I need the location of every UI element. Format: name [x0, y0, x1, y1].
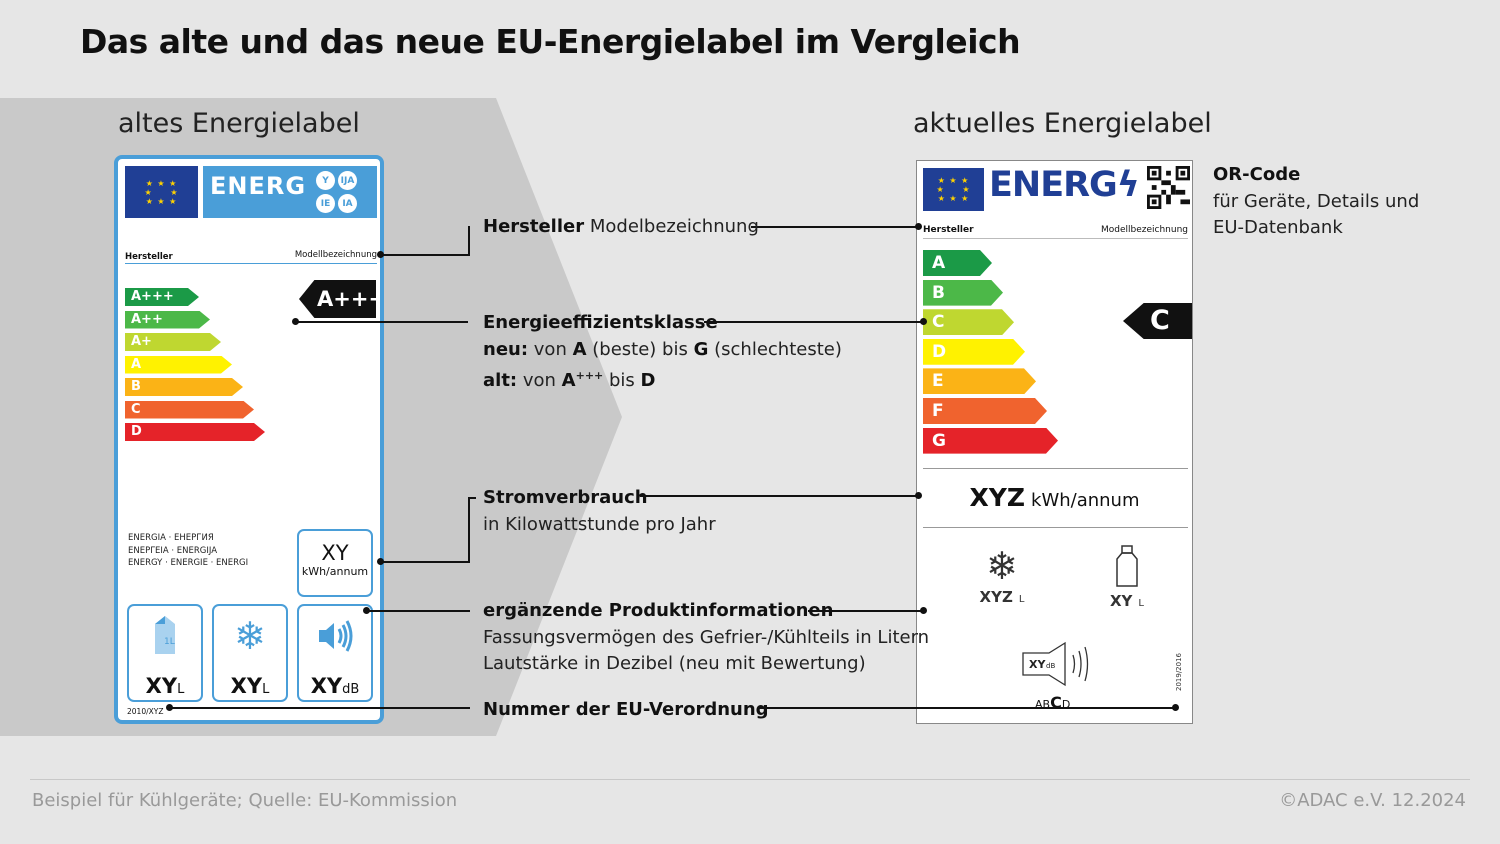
eu-flag-icon: ★ ★ ★ ★ ★ ★ ★ ★: [125, 166, 198, 218]
page-title: Das alte und das neue EU-Energielabel im…: [80, 22, 1021, 61]
old-noise-unit: dB: [342, 682, 360, 697]
product-callout: ergänzende Produktinformationen Fassungs…: [483, 598, 929, 678]
new-freezer-info: ❄ XYZ L: [967, 544, 1037, 606]
snowflake-icon: ❄: [986, 544, 1018, 588]
old-regulation-number: 2010/XYZ: [127, 707, 164, 716]
old-fridge-unit: L: [177, 682, 185, 697]
old-fridge-value: XY: [145, 674, 178, 698]
source-note: Beispiel für Kühlgeräte; Quelle: EU-Komm…: [32, 790, 458, 811]
consumption-callout-text: in Kilowattstunde pro Jahr: [483, 513, 716, 535]
divider: [923, 468, 1188, 469]
product-callout-line: Fassungsvermögen des Gefrier-/Kühlteils …: [483, 626, 930, 648]
lang-badge: IJA: [338, 171, 357, 190]
lightning-icon: ϟ: [1116, 165, 1140, 205]
old-efficiency-bar: A: [125, 356, 232, 374]
old-efficiency-bar: A+: [125, 333, 221, 351]
old-efficiency-bar: A++: [125, 311, 210, 329]
bottle-icon: [1116, 545, 1138, 587]
old-freezer-box: ❄ XYL: [212, 604, 288, 702]
new-fridge-info: XY L: [1097, 544, 1157, 610]
product-callout-line: Lautstärke in Dezibel (neu mit Bewertung…: [483, 653, 866, 674]
new-energ-word: ENERGϟ: [989, 165, 1140, 205]
new-consumption: XYZ kWh/annum: [917, 483, 1192, 512]
old-noise-value: XY: [310, 674, 343, 698]
old-freezer-value: XY: [230, 674, 263, 698]
efficiency-callout: Energieeffizientsklasse neu: von A (best…: [483, 310, 842, 395]
milk-carton-icon: 1L: [129, 614, 201, 665]
copyright: ©ADAC e.V. 12.2024: [1279, 790, 1466, 811]
new-freezer-value: XYZ: [979, 588, 1013, 606]
energy-word-line: ENERGY · ENERGIE · ENERGI: [128, 558, 249, 568]
old-energy-label: ★ ★ ★ ★ ★ ★ ★ ★ ENERG Y IJA IE IA Herstell…: [114, 155, 384, 724]
new-energy-label: ★ ★ ★ ★ ★ ★ ★ ★ ENERGϟ Hersteller Modellbe…: [916, 160, 1193, 724]
consumption-callout-title: Stromverbrauch: [483, 487, 648, 508]
new-manufacturer: Hersteller: [923, 225, 974, 235]
new-efficiency-bar: F: [923, 398, 1047, 424]
product-callout-title: ergänzende Produktinformationen: [483, 600, 834, 621]
old-freezer-unit: L: [262, 682, 270, 697]
new-efficiency-bar: G: [923, 428, 1058, 454]
old-efficiency-bar: C: [125, 401, 254, 419]
lang-badge: IE: [316, 194, 335, 213]
new-consumption-value: XYZ: [969, 483, 1026, 512]
old-manufacturer: Hersteller: [125, 252, 173, 262]
lang-badge: Y: [316, 171, 335, 190]
divider: [923, 527, 1188, 528]
old-energ-banner: ENERG Y IJA IE IA: [203, 166, 377, 218]
new-efficiency-bar: E: [923, 368, 1036, 394]
old-consumption-value: XY: [321, 541, 349, 565]
lang-badge: IA: [338, 194, 357, 213]
svg-text:XY: XY: [1029, 658, 1046, 671]
new-efficiency-bar: D: [923, 339, 1025, 365]
old-efficiency-bar: D: [125, 423, 265, 441]
energy-word-line: ΕΝΕΡΓΕΙΑ · ENERGIJA: [128, 545, 218, 556]
old-energ-word: ENERG: [210, 172, 307, 200]
old-noise-box: XYdB: [297, 604, 373, 702]
new-efficiency-bar: C: [923, 309, 1014, 335]
manufacturer-callout: Hersteller Modelbezeichnung: [483, 216, 759, 237]
new-label-heading: aktuelles Energielabel: [913, 108, 1212, 139]
new-fridge-value: XY: [1109, 592, 1133, 610]
energy-word-line: ENERGIA · ЕНЕРГИЯ: [128, 533, 214, 543]
old-label-header: ★ ★ ★ ★ ★ ★ ★ ★ ENERG Y IJA IE IA: [125, 166, 377, 218]
new-consumption-unit: kWh/annum: [1031, 490, 1140, 511]
footer-divider: [30, 779, 1470, 780]
new-fridge-unit: L: [1138, 598, 1144, 609]
regulation-callout: Nummer der EU-Verordnung: [483, 699, 769, 720]
qr-callout: OR-Code für Geräte, Details und EU-Daten…: [1213, 162, 1419, 242]
speaker-icon: XY dB: [1022, 641, 1089, 687]
qr-code-icon: [1147, 166, 1190, 209]
svg-text:1L: 1L: [164, 637, 175, 647]
efficiency-callout-title: Energieeffizientsklasse: [483, 312, 718, 333]
old-label-heading: altes Energielabel: [118, 108, 360, 139]
old-efficiency-bar: A+++: [125, 288, 199, 306]
eu-flag-icon: ★ ★ ★ ★ ★ ★ ★ ★: [923, 168, 984, 211]
new-freezer-unit: L: [1018, 594, 1025, 605]
old-manufacturer-row: Hersteller Modellbezeichnung: [125, 250, 377, 264]
old-consumption-unit: kWh/annum: [301, 565, 369, 578]
new-rating-arrow: C: [1123, 303, 1192, 339]
old-energy-words: ENERGIA · ЕНЕРГИЯ ΕΝΕΡΓΕΙΑ · ENERGIJA EN…: [128, 532, 248, 570]
old-model: Modellbezeichnung: [294, 250, 377, 260]
qr-callout-title: OR-Code: [1213, 164, 1301, 185]
old-efficiency-bar: B: [125, 378, 243, 396]
efficiency-old-line: alt: von A+++ bis D: [483, 369, 656, 391]
noise-class-scale: ABCD: [1035, 693, 1071, 712]
svg-text:dB: dB: [1046, 662, 1055, 670]
new-efficiency-bar: B: [923, 280, 1003, 306]
snowflake-icon: ❄: [234, 614, 266, 658]
new-efficiency-bar: A: [923, 250, 992, 276]
speaker-icon: [299, 614, 371, 667]
old-rating-arrow: A+++: [299, 280, 376, 318]
efficiency-new-line: neu: von A (beste) bis G (schlechteste): [483, 338, 842, 360]
new-manufacturer-row: Hersteller Modellbezeichnung: [923, 225, 1188, 239]
old-consumption-box: XY kWh/annum: [297, 529, 373, 597]
qr-callout-line: für Geräte, Details und: [1213, 190, 1420, 212]
new-model: Modellbezeichnung: [1100, 225, 1188, 235]
qr-callout-line: EU-Datenbank: [1213, 217, 1343, 238]
consumption-callout: Stromverbrauch in Kilowattstunde pro Jah…: [483, 485, 716, 538]
old-fridge-box: 1L XYL: [127, 604, 203, 702]
new-regulation-number: 2019/2016: [1175, 653, 1183, 691]
